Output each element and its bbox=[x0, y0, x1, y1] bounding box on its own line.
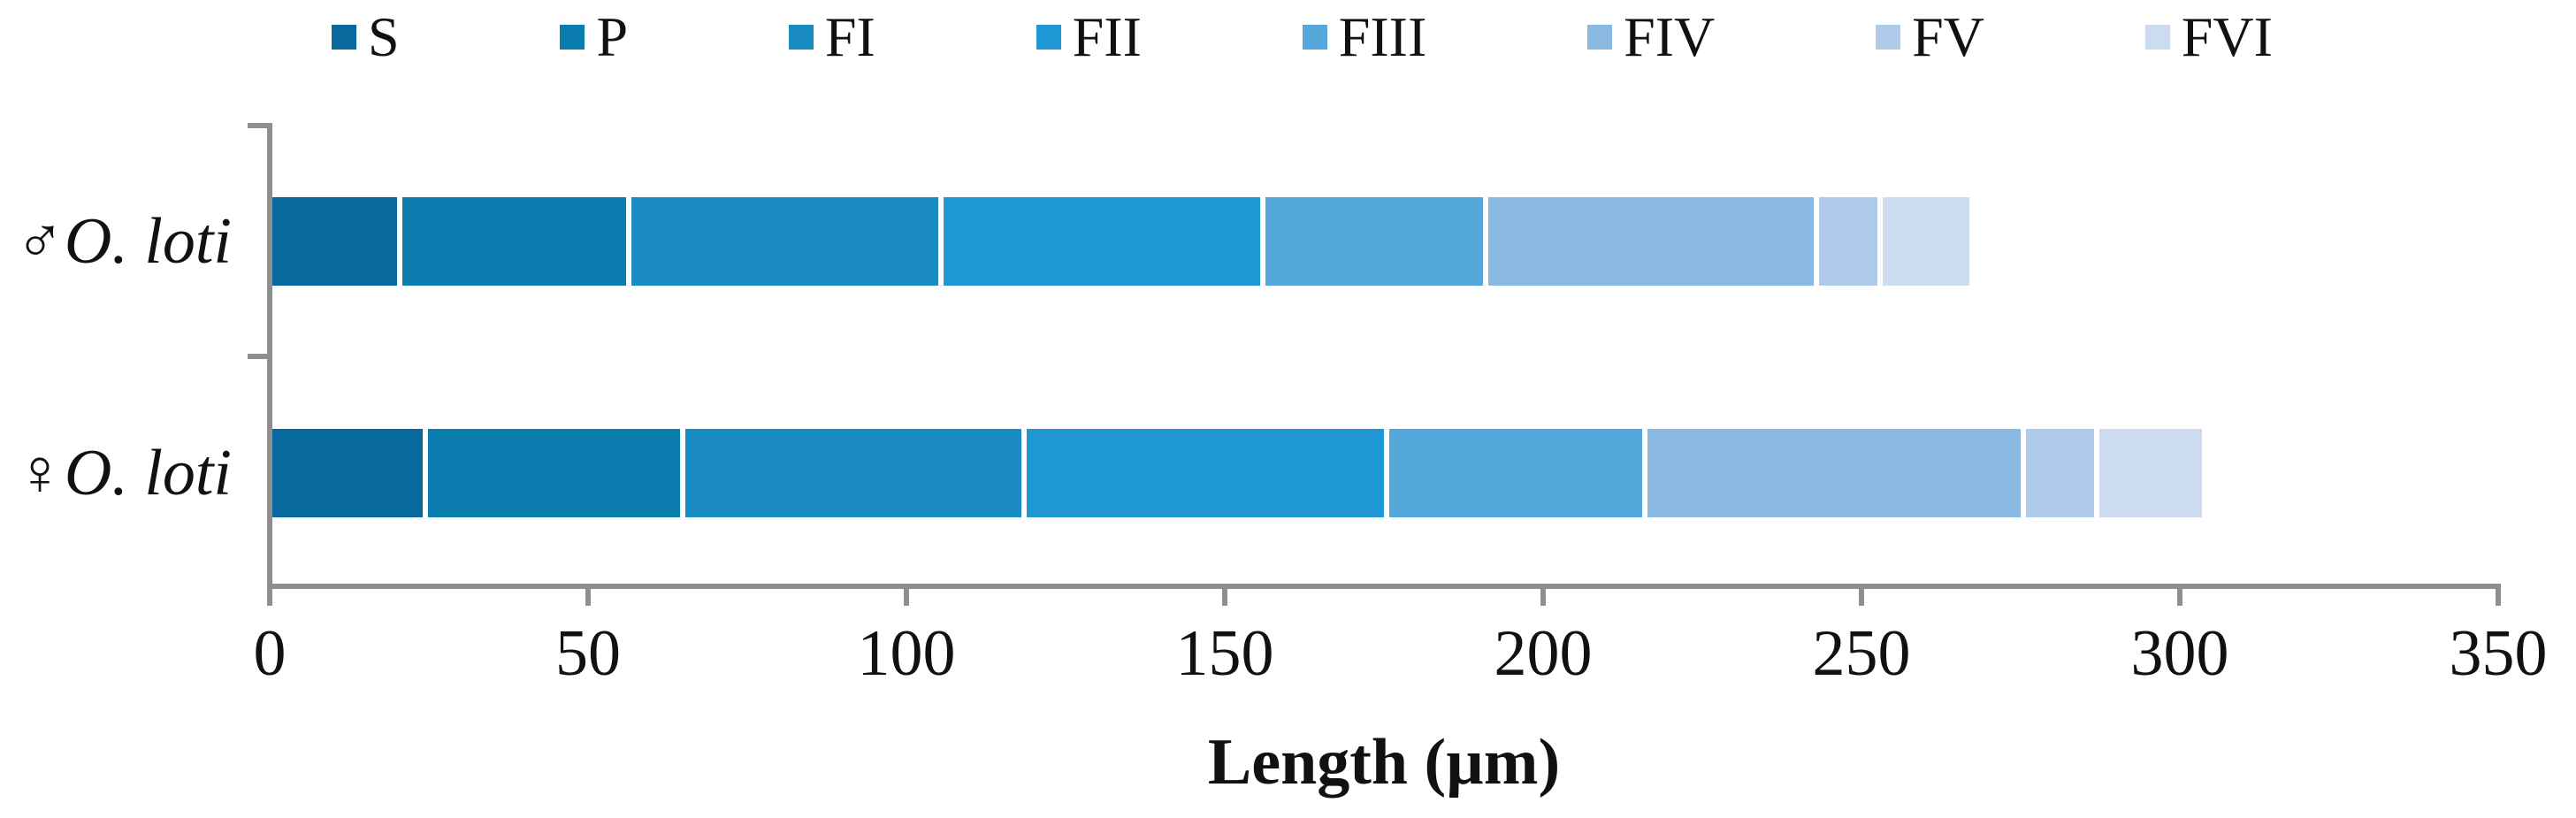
legend-item: FIII bbox=[1302, 5, 1427, 68]
x-axis-tick-label: 50 bbox=[555, 617, 621, 690]
female-symbol-icon: ♀ bbox=[15, 437, 65, 509]
bar-segment bbox=[1259, 197, 1483, 286]
species-name: O. loti bbox=[64, 437, 232, 509]
x-axis-title: Length (µm) bbox=[1207, 726, 1561, 799]
legend-item: FI bbox=[788, 5, 875, 68]
x-axis-tick-label: 100 bbox=[857, 617, 956, 690]
legend-item: FII bbox=[1036, 9, 1142, 65]
legend-item: P bbox=[560, 9, 628, 65]
category-label: ♀O. loti bbox=[0, 432, 232, 514]
x-axis-line bbox=[267, 584, 2501, 589]
x-axis-tick bbox=[585, 586, 591, 606]
x-axis-tick-label: 300 bbox=[2130, 617, 2229, 690]
x-axis-tick-label: 350 bbox=[2449, 617, 2548, 690]
bar-segment bbox=[1877, 197, 1970, 286]
legend-label: S bbox=[368, 5, 400, 68]
bar-segment bbox=[1482, 197, 1814, 286]
x-axis-tick-label: 200 bbox=[1494, 617, 1593, 690]
legend-item: FIV bbox=[1587, 9, 1715, 65]
legend-swatch-icon bbox=[1587, 25, 1613, 50]
legend-swatch-icon bbox=[1302, 25, 1327, 50]
legend-swatch-icon bbox=[1036, 25, 1061, 50]
legend-swatch-icon bbox=[788, 25, 814, 50]
legend-label: FII bbox=[1072, 5, 1142, 68]
bar-segment bbox=[938, 197, 1260, 286]
x-axis-tick bbox=[267, 586, 272, 606]
bar-segment bbox=[270, 429, 423, 517]
category-label: ♂O. loti bbox=[0, 201, 232, 282]
bar-segment bbox=[1020, 429, 1384, 517]
x-axis-tick bbox=[1222, 586, 1227, 606]
legend-swatch-icon bbox=[2144, 25, 2170, 50]
legend-label: FIII bbox=[1338, 5, 1427, 68]
x-axis-tick-label: 0 bbox=[253, 617, 287, 690]
bar-segment bbox=[1384, 429, 1642, 517]
bar-segment bbox=[1641, 429, 2021, 517]
species-name: O. loti bbox=[64, 205, 232, 278]
male-symbol-icon: ♂ bbox=[15, 205, 65, 278]
x-axis-tick-label: 250 bbox=[1812, 617, 1911, 690]
x-axis-tick bbox=[2496, 586, 2501, 606]
y-axis-tick bbox=[248, 123, 267, 128]
bar-segment bbox=[680, 429, 1021, 517]
legend-item: S bbox=[332, 9, 400, 65]
legend-label: FV bbox=[1912, 5, 1984, 68]
x-axis-tick bbox=[2177, 586, 2182, 606]
legend-label: P bbox=[596, 5, 629, 68]
x-axis-tick bbox=[904, 586, 909, 606]
legend-swatch-icon bbox=[560, 25, 585, 50]
bar-segment bbox=[626, 197, 938, 286]
legend-label: FI bbox=[824, 5, 875, 68]
legend-label: FIV bbox=[1624, 5, 1716, 68]
x-axis-tick bbox=[1859, 586, 1864, 606]
legend-swatch-icon bbox=[332, 25, 356, 50]
x-axis-tick-label: 150 bbox=[1175, 617, 1274, 690]
legend-swatch-icon bbox=[1876, 25, 1901, 50]
y-axis-line bbox=[267, 123, 272, 589]
bar-segment bbox=[2093, 429, 2203, 517]
x-axis-tick bbox=[1540, 586, 1546, 606]
bar-segment bbox=[2021, 429, 2094, 517]
bar-segment bbox=[1814, 197, 1877, 286]
bar-segment bbox=[397, 197, 627, 286]
y-axis-tick bbox=[248, 354, 267, 359]
legend-item: FVI bbox=[2144, 5, 2273, 68]
bar-segment bbox=[270, 197, 397, 286]
legend-label: FVI bbox=[2181, 5, 2273, 68]
bar-segment bbox=[422, 429, 681, 517]
legend-item: FV bbox=[1876, 9, 1984, 65]
chart-legend: S P FI FII FIII FIV FV FVI bbox=[332, 9, 2273, 65]
